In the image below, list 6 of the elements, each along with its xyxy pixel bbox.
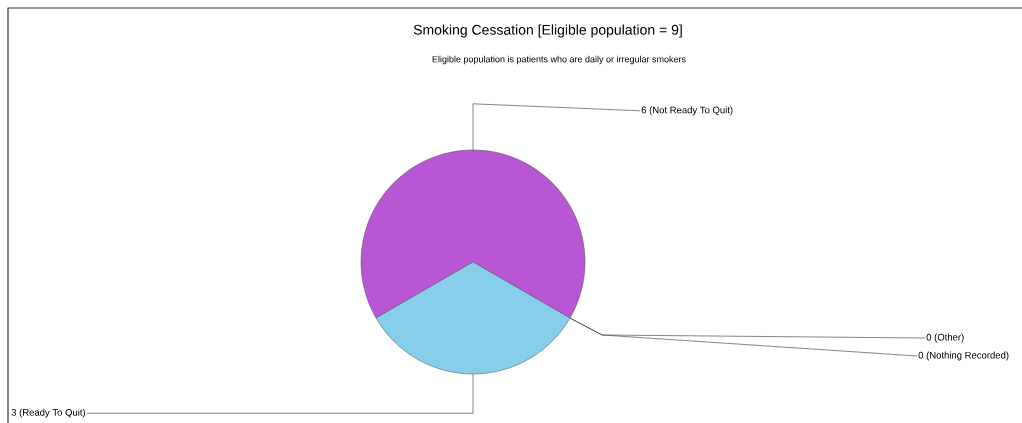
chart-subtitle: Eligible population is patients who are daily or irregular smokers [432, 55, 686, 65]
category-label: 0 (Other) [926, 333, 964, 343]
slice-label: 6 (Not Ready To Quit) [641, 106, 733, 116]
chart-title: Smoking Cessation [Eligible population = 9] [413, 24, 682, 38]
slice-label: 3 (Ready To Quit) [11, 408, 86, 418]
category-label: 0 (Nothing Recorded) [918, 351, 1009, 361]
